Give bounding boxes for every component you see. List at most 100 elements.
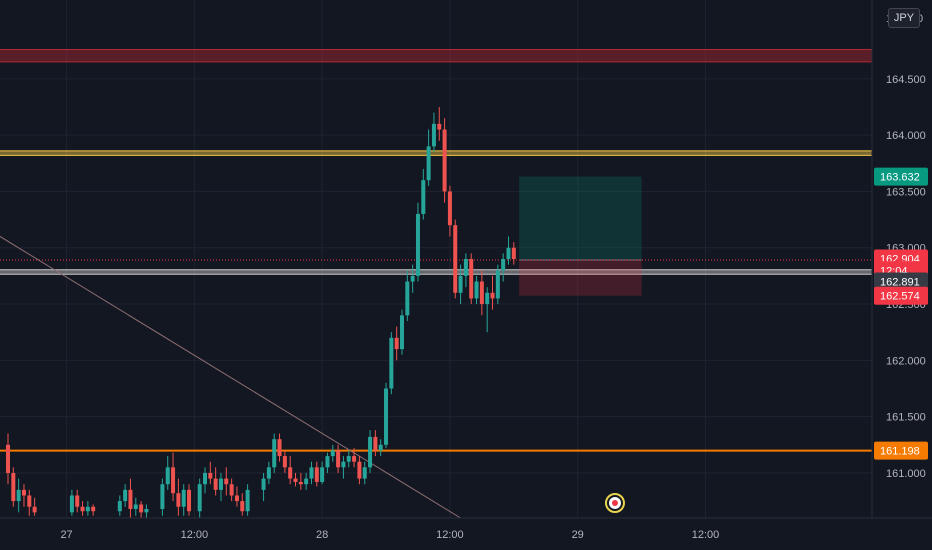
candle-body-37: [282, 456, 287, 468]
x-tick-label-0: 27: [60, 529, 72, 541]
price-badge-label-4: 162.574: [880, 291, 920, 303]
candle-body-44: [320, 467, 325, 482]
candle-body-19: [171, 467, 176, 494]
candle-body-51: [357, 461, 362, 479]
candle-body-46: [330, 450, 335, 457]
x-tick-label-1: 12:00: [181, 529, 209, 541]
price-badge-label-5: 161.198: [880, 446, 920, 458]
candle-body-24: [203, 472, 207, 485]
y-tick-label-1: 164.000: [886, 130, 926, 142]
candle-body-40: [298, 481, 303, 485]
candle-body-32: [245, 489, 250, 512]
candle-body-21: [181, 489, 186, 507]
candle-body-15: [139, 504, 144, 513]
x-tick-label-3: 12:00: [436, 529, 464, 541]
event-marker-dot: [611, 500, 618, 506]
horizontal-zones: [0, 49, 872, 275]
candle-body-6: [69, 495, 74, 513]
candle-body-48: [341, 461, 346, 468]
candle-body-25: [208, 472, 213, 479]
zone-1[interactable]: [0, 150, 872, 156]
y-tick-label-7: 161.000: [886, 468, 926, 480]
candle-body-70: [458, 275, 463, 293]
candle-body-41: [304, 478, 309, 485]
event-marker-icon[interactable]: [604, 493, 625, 513]
candle-body-28: [224, 478, 229, 485]
candle-body-42: [309, 467, 314, 479]
candle-body-65: [431, 123, 436, 147]
candle-body-20: [176, 493, 181, 507]
y-tick-label-5: 162.000: [886, 355, 926, 367]
candle-body-60: [405, 281, 410, 316]
candle-body-35: [272, 439, 277, 468]
candle-body-69: [453, 225, 458, 293]
candle-body-30: [234, 495, 239, 502]
y-tick-label-0: 164.500: [886, 74, 926, 86]
candle-body-47: [336, 450, 341, 468]
candle-body-3: [21, 489, 26, 496]
candle-body-27: [218, 478, 223, 490]
candle-body-66: [437, 123, 442, 130]
candle-body-8: [80, 506, 85, 512]
candle-body-78: [501, 259, 506, 271]
position-stop-zone[interactable]: [519, 260, 642, 296]
candle-body-74: [479, 281, 484, 305]
candle-body-34: [266, 467, 271, 479]
candle-body-53: [368, 436, 373, 468]
candle-body-10: [91, 506, 96, 512]
candle-body-13: [128, 489, 133, 509]
candle-body-79: [506, 247, 511, 259]
candle-body-7: [75, 495, 80, 507]
candle-body-61: [410, 275, 415, 282]
trend-line[interactable]: [0, 236, 461, 519]
zone-2[interactable]: [0, 269, 872, 275]
candle-body-76: [490, 292, 495, 299]
candle-body-33: [261, 478, 266, 490]
candle-body-63: [421, 180, 426, 214]
candle-body-17: [160, 484, 165, 509]
candle-body-55: [378, 444, 383, 451]
candlestick-series: [6, 106, 516, 518]
candle-body-9: [85, 506, 90, 512]
currency-button[interactable]: JPY: [888, 8, 920, 28]
candle-body-4: [27, 495, 32, 507]
y-tick-label-6: 161.500: [886, 412, 926, 424]
candle-body-38: [288, 467, 293, 479]
price-badge-label-3: 162.891: [880, 277, 920, 289]
time-axis-background[interactable]: [0, 518, 932, 550]
candle-body-62: [415, 213, 420, 276]
candle-body-71: [463, 259, 468, 276]
candle-body-23: [197, 484, 202, 512]
candle-body-54: [373, 436, 378, 451]
zone-0[interactable]: [0, 49, 872, 62]
candle-body-29: [229, 484, 234, 496]
grid-lines: [0, 0, 872, 518]
position-target-zone[interactable]: [519, 176, 642, 261]
y-tick-label-2: 163.500: [886, 186, 926, 198]
candle-body-73: [474, 281, 479, 299]
price-badge-5: [874, 441, 928, 460]
candle-body-80: [511, 247, 516, 259]
x-tick-label-5: 12:00: [692, 529, 720, 541]
candle-body-36: [277, 439, 282, 457]
candle-body-75: [485, 292, 490, 305]
long-position-tool[interactable]: [519, 176, 642, 296]
candle-body-1: [11, 472, 16, 502]
candle-body-5: [32, 506, 37, 513]
candle-body-50: [352, 456, 357, 462]
candle-body-0: [6, 444, 10, 473]
x-tick-label-4: 29: [572, 529, 584, 541]
time-axis[interactable]: 27 12:00 28 12:00 29 12:00: [60, 529, 719, 541]
candle-body-39: [293, 478, 298, 482]
candle-body-72: [469, 259, 474, 299]
candle-body-77: [495, 270, 500, 299]
candle-body-14: [133, 504, 138, 509]
candle-body-64: [426, 146, 431, 181]
candle-body-68: [447, 191, 452, 226]
candle-body-58: [394, 337, 399, 350]
price-badge-3: [874, 272, 928, 291]
candle-body-52: [362, 467, 367, 479]
candle-body-59: [400, 315, 404, 350]
candle-body-18: [165, 467, 170, 485]
